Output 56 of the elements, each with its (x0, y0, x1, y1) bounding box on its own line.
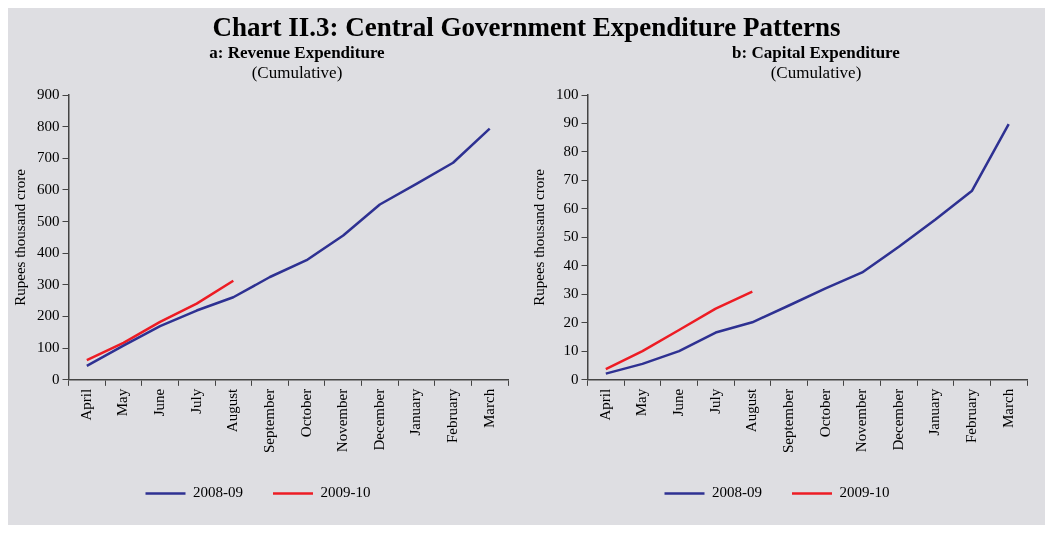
y-tick-label: 300 (37, 275, 60, 292)
x-tick-label: December (370, 388, 387, 451)
y-tick-label: 600 (37, 180, 60, 197)
y-tick-label: 0 (52, 370, 60, 387)
y-tick-label: 0 (571, 370, 579, 387)
y-tick-label: 20 (563, 313, 579, 330)
y-tick-label: 50 (563, 228, 579, 245)
x-tick-label: March (480, 388, 497, 429)
x-tick-label: June (670, 388, 686, 417)
x-tick-label: April (77, 388, 94, 421)
y-tick-label: 60 (563, 199, 579, 216)
y-tick-label: 80 (563, 142, 579, 159)
y-tick-label: 700 (37, 149, 60, 166)
y-tick-label: 70 (563, 171, 579, 188)
y-tick-label: 900 (37, 85, 60, 102)
x-tick-label: May (114, 388, 131, 417)
legend-label: 2009-10 (839, 484, 890, 501)
legend-label: 2008-09 (193, 484, 243, 501)
x-tick-label: October (297, 388, 314, 438)
x-tick-label: November (334, 388, 351, 453)
y-tick-label: 400 (37, 244, 60, 261)
legend-label: 2009-10 (320, 484, 371, 501)
y-tick-label: 200 (37, 307, 60, 324)
chart-title: b: Capital Expenditure (731, 43, 901, 63)
x-tick-label: June (151, 388, 167, 417)
y-tick-label: 800 (37, 117, 60, 134)
x-tick-label: December (889, 388, 906, 451)
x-tick-label: July (187, 388, 204, 414)
y-tick-label: 500 (37, 212, 60, 229)
x-tick-label: November (853, 388, 870, 453)
x-tick-label: May (633, 388, 650, 417)
x-tick-label: August (743, 388, 760, 433)
x-tick-label: July (706, 388, 723, 414)
x-tick-label: October (816, 388, 833, 438)
chart-subtitle: (Cumulative) (250, 63, 344, 83)
x-tick-label: August (224, 388, 241, 433)
x-tick-label: February (444, 388, 460, 444)
x-tick-label: March (999, 388, 1016, 429)
y-axis-title: Rupees thousand crore (530, 168, 547, 306)
y-tick-label: 100 (556, 85, 579, 102)
y-tick-label: 30 (563, 285, 579, 302)
y-tick-label: 10 (563, 342, 579, 359)
chart-title: a: Revenue Expenditure (208, 43, 386, 63)
x-tick-label: January (926, 388, 943, 436)
x-tick-label: January (407, 388, 424, 436)
x-tick-label: April (596, 388, 613, 421)
x-tick-label: September (260, 388, 277, 454)
y-axis-title: Rupees thousand crore (11, 168, 28, 306)
x-tick-label: February (963, 388, 979, 444)
chart-subtitle: (Cumulative) (769, 63, 863, 83)
y-tick-label: 100 (37, 339, 60, 356)
legend-label: 2008-09 (712, 484, 762, 501)
y-tick-label: 40 (563, 256, 579, 273)
text: Chart II.3: Central Government Expenditure Patterns (211, 11, 842, 43)
y-tick-label: 90 (563, 114, 579, 131)
x-tick-label: September (779, 388, 796, 454)
